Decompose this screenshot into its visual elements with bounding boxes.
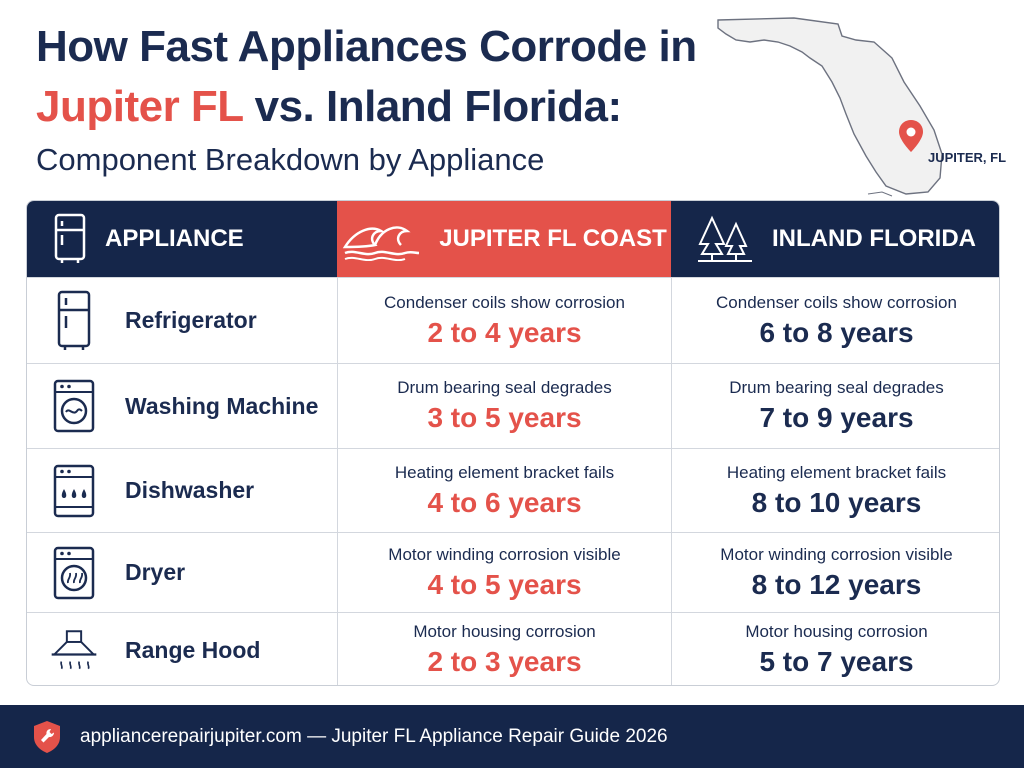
inland-years: 8 to 10 years — [751, 486, 922, 518]
footer-bar: appliancerepairjupiter.com — Jupiter FL … — [0, 705, 1024, 768]
inland-description: Motor winding corrosion visible — [720, 544, 953, 564]
coast-years: 4 to 5 years — [427, 568, 582, 600]
header-coast: JUPITER FL COAST — [337, 201, 671, 277]
coast-cell: Heating element bracket fails 4 to 6 yea… — [337, 449, 671, 532]
inland-cell: Motor housing corrosion 5 to 7 years — [671, 613, 999, 685]
inland-description: Condenser coils show corrosion — [716, 292, 957, 312]
header-inland: INLAND FLORIDA — [671, 201, 999, 277]
coast-cell: Drum bearing seal degrades 3 to 5 years — [337, 364, 671, 448]
coast-description: Motor housing corrosion — [413, 622, 596, 641]
inland-description: Drum bearing seal degrades — [729, 378, 944, 397]
florida-map: JUPITER, FL — [706, 6, 1016, 198]
inland-cell: Condenser coils show corrosion 6 to 8 ye… — [671, 278, 999, 363]
dryer-icon — [49, 538, 99, 608]
inland-years: 8 to 12 years — [751, 568, 922, 600]
coast-years: 2 to 3 years — [427, 646, 582, 677]
appliance-name: Washing Machine — [125, 392, 319, 419]
florida-outline-icon — [717, 17, 943, 197]
page-title-line2: Jupiter FL vs. Inland Florida: — [36, 82, 622, 132]
inland-years: 5 to 7 years — [759, 646, 914, 677]
inland-cell: Drum bearing seal degrades 7 to 9 years — [671, 364, 999, 448]
footer-text: appliancerepairjupiter.com — Jupiter FL … — [80, 725, 668, 747]
title-accent: Jupiter FL — [36, 82, 243, 131]
inland-cell: Motor winding corrosion visible 8 to 12 … — [671, 533, 999, 612]
coast-description: Heating element bracket fails — [394, 462, 615, 482]
title-line2-rest: vs. Inland Florida: — [242, 82, 622, 131]
trees-icon — [696, 214, 754, 264]
coast-description: Drum bearing seal degrades — [397, 378, 612, 397]
page-subtitle: Component Breakdown by Appliance — [36, 142, 545, 177]
header-appliance-label: APPLIANCE — [105, 225, 244, 252]
appliance-name: Dryer — [125, 559, 186, 585]
map-label: JUPITER, FL — [928, 150, 1007, 165]
table-header: APPLIANCE JUPITER FL COAST — [27, 201, 999, 277]
appliance-cell: Dryer — [27, 533, 337, 612]
appliance-cell: Refrigerator — [27, 278, 337, 363]
comparison-table: APPLIANCE JUPITER FL COAST — [26, 200, 1000, 686]
map-pin-icon — [899, 120, 923, 152]
inland-cell: Heating element bracket fails 8 to 10 ye… — [671, 449, 999, 532]
appliance-cell: Dishwasher — [27, 449, 337, 532]
appliance-name: Range Hood — [125, 636, 261, 663]
table-row: Dryer Motor winding corrosion visible 4 … — [27, 532, 999, 612]
appliance-name: Refrigerator — [125, 307, 257, 333]
coast-description: Condenser coils show corrosion — [384, 292, 625, 312]
appliance-cell: Washing Machine — [27, 364, 337, 448]
header-appliance: APPLIANCE — [27, 201, 337, 277]
table-row: Dishwasher Heating element bracket fails… — [27, 448, 999, 532]
coast-cell: Motor housing corrosion 2 to 3 years — [337, 613, 671, 685]
appliance-cell: Range Hood — [27, 613, 337, 685]
coast-cell: Condenser coils show corrosion 2 to 4 ye… — [337, 278, 671, 363]
coast-years: 2 to 4 years — [427, 316, 582, 348]
table-row: Washing Machine Drum bearing seal degrad… — [27, 363, 999, 448]
inland-years: 6 to 8 years — [759, 316, 914, 348]
inland-years: 7 to 9 years — [759, 402, 914, 433]
refrigerator-icon — [53, 213, 87, 265]
appliance-name: Dishwasher — [125, 477, 255, 503]
refrigerator-icon — [49, 286, 99, 356]
coast-cell: Motor winding corrosion visible 4 to 5 y… — [337, 533, 671, 612]
header-inland-label: INLAND FLORIDA — [772, 225, 976, 252]
washing-machine-icon — [49, 371, 99, 441]
coast-years: 4 to 6 years — [427, 486, 582, 518]
table-row: Refrigerator Condenser coils show corros… — [27, 277, 999, 363]
inland-description: Motor housing corrosion — [745, 622, 928, 641]
dishwasher-icon — [49, 456, 99, 526]
inland-description: Heating element bracket fails — [726, 462, 947, 482]
header-coast-label: JUPITER FL COAST — [439, 225, 667, 252]
table-row: Range Hood Motor housing corrosion 2 to … — [27, 612, 999, 685]
coast-description: Motor winding corrosion visible — [388, 544, 621, 564]
coast-years: 3 to 5 years — [427, 402, 582, 433]
page-title-line1: How Fast Appliances Corrode in — [36, 22, 697, 71]
wave-icon — [341, 217, 421, 261]
range-hood-icon — [49, 615, 99, 685]
shield-wrench-icon — [32, 719, 62, 755]
